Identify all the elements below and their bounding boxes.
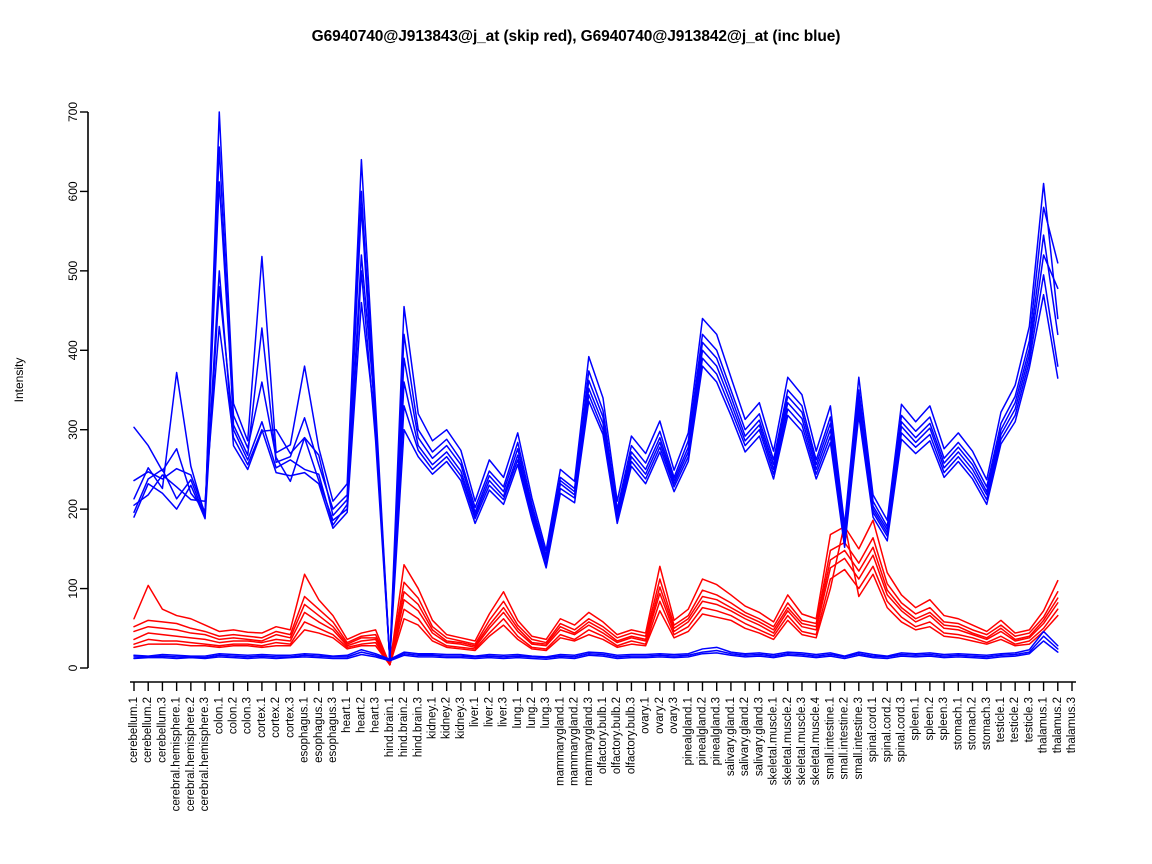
x-tick-label: thalamus.3 — [1066, 697, 1078, 753]
x-tick-label: small.intestine.1 — [824, 697, 836, 779]
series-line-inc-blue-low-1 — [133, 635, 1059, 661]
x-tick-label: heart.1 — [341, 697, 353, 733]
series-line-skip-red-1 — [133, 519, 1059, 666]
x-tick-label: testicle.1 — [995, 697, 1007, 742]
series-lines — [133, 111, 1059, 666]
x-tick-label: stomach.1 — [952, 697, 964, 750]
x-tick-label: pinealgland.2 — [697, 697, 709, 765]
series-line-inc-blue-high-3 — [133, 254, 1059, 661]
x-tick-label: skeletal.muscle.4 — [810, 696, 822, 785]
x-tick-label: heart.2 — [355, 697, 367, 733]
x-tick-label: kidney.2 — [441, 697, 453, 739]
series-line-inc-blue-high-5 — [133, 254, 1059, 661]
x-tick-label: esophagus.3 — [327, 697, 339, 763]
x-tick-label: liver.3 — [498, 697, 510, 727]
x-tick-label: heart.3 — [370, 697, 382, 733]
x-tick-label: mammarygland.3 — [583, 697, 595, 786]
x-tick-label: testicle.2 — [1009, 697, 1021, 742]
x-tick-labels: cerebellum.1 cerebellum.2 cerebellum.3 cere… — [128, 696, 1078, 811]
x-tick-label: hind.brain.1 — [384, 697, 396, 757]
x-tick-label: hind.brain.3 — [412, 697, 424, 757]
x-tick-label: spinal.cord.3 — [895, 697, 907, 762]
x-tick-label: olfactory.bulb.3 — [625, 697, 637, 774]
y-axis: 0 100 200 300 400 500 600 700 — [66, 102, 89, 671]
x-tick-label: salivary.gland.3 — [753, 697, 765, 776]
x-tick-label: cortex.3 — [284, 697, 296, 738]
y-tick-label: 400 — [66, 340, 80, 360]
series-line-skip-red-6 — [133, 522, 1059, 666]
x-tick-label: cerebral.hemisphere.1 — [171, 697, 183, 811]
x-tick-label: spleen.1 — [910, 697, 922, 740]
x-tick-label: cerebellum.3 — [156, 697, 168, 763]
y-tick-label: 0 — [66, 664, 80, 671]
x-tick-label: thalamus.1 — [1038, 697, 1050, 753]
series-line-skip-red-5 — [133, 565, 1059, 666]
x-tick-label: small.intestine.3 — [853, 697, 865, 779]
y-tick-label: 100 — [66, 578, 80, 598]
x-tick-label: salivary.gland.1 — [725, 697, 737, 776]
x-tick-label: spinal.cord.1 — [867, 697, 879, 762]
x-tick-label: spleen.3 — [938, 697, 950, 740]
x-tick-label: cortex.2 — [270, 697, 282, 738]
x-tick-label: skeletal.muscle.3 — [796, 697, 808, 785]
x-tick-label: hind.brain.2 — [398, 697, 410, 757]
x-tick-label: skeletal.muscle.2 — [782, 697, 794, 785]
x-tick-label: mammarygland.2 — [569, 697, 581, 786]
x-tick-label: salivary.gland.2 — [739, 697, 751, 776]
x-tick-label: olfactory.bulb.1 — [597, 697, 609, 774]
x-tick-label: liver.1 — [469, 697, 481, 727]
x-tick-label: cortex.1 — [256, 697, 268, 738]
series-line-inc-blue-low-2 — [133, 640, 1059, 662]
x-tick-label: cerebellum.1 — [128, 697, 140, 763]
x-tick-label: cerebral.hemisphere.3 — [199, 697, 211, 811]
series-line-inc-blue-high-2 — [133, 146, 1059, 661]
x-tick-label: pinealgland.1 — [682, 697, 694, 765]
x-tick-label: spinal.cord.2 — [881, 697, 893, 762]
x-tick-label: spleen.2 — [924, 697, 936, 740]
x-tick-label: mammarygland.1 — [554, 697, 566, 786]
x-tick-label: stomach.3 — [981, 697, 993, 750]
x-tick-label: ovary.3 — [668, 697, 680, 734]
x-tick-label: skeletal.muscle.1 — [768, 697, 780, 785]
series-line-skip-red-3 — [133, 554, 1059, 666]
x-tick-label: pinealgland.3 — [711, 697, 723, 765]
x-tick-label: lung.1 — [512, 697, 524, 728]
x-tick-label: liver.2 — [483, 697, 495, 727]
x-tick-label: stomach.2 — [967, 697, 979, 750]
x-tick-label: small.intestine.2 — [839, 697, 851, 779]
x-tick-label: thalamus.2 — [1052, 697, 1064, 753]
y-tick-label: 600 — [66, 181, 80, 201]
series-line-inc-blue-high-1 — [133, 111, 1059, 661]
series-line-skip-red-2 — [133, 536, 1059, 666]
x-tick-label: olfactory.bulb.2 — [611, 697, 623, 774]
x-tick-label: ovary.1 — [640, 697, 652, 734]
x-tick-label: testicle.3 — [1023, 697, 1035, 742]
x-tick-label: lung.3 — [540, 697, 552, 728]
y-tick-label: 700 — [66, 102, 80, 122]
series-line-inc-blue-low-3 — [133, 630, 1059, 661]
x-tick-label: colon.1 — [213, 697, 225, 734]
x-tick-label: esophagus.1 — [299, 697, 311, 763]
x-tick-label: colon.2 — [228, 697, 240, 734]
series-line-inc-blue-high-4 — [133, 181, 1059, 661]
series-line-skip-red-4 — [133, 546, 1059, 666]
y-tick-label: 500 — [66, 261, 80, 281]
x-tick-label: esophagus.2 — [313, 697, 325, 763]
x-tick-label: cerebellum.2 — [142, 697, 154, 763]
x-tick-label: kidney.3 — [455, 697, 467, 739]
page-title: G6940740@J913843@j_at (skip red), G69407… — [311, 28, 841, 45]
x-axis — [130, 681, 1076, 691]
x-tick-label: lung.2 — [526, 697, 538, 728]
x-tick-label: kidney.1 — [426, 697, 438, 739]
y-tick-label: 300 — [66, 419, 80, 439]
x-tick-label: cerebral.hemisphere.2 — [185, 697, 197, 811]
y-tick-label: 200 — [66, 499, 80, 519]
x-tick-label: colon.3 — [242, 697, 254, 734]
series-line-inc-blue-high-6 — [133, 293, 1059, 661]
x-tick-label: ovary.2 — [654, 697, 666, 734]
